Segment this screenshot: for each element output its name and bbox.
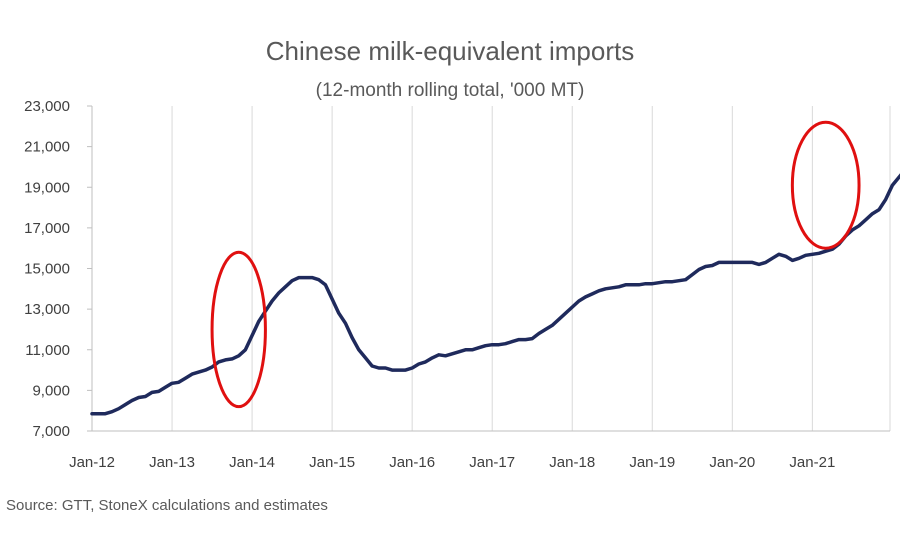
x-axis-ticks: Jan-12 Jan-13 Jan-14 Jan-15 Jan-16 Jan-17 Jan-… bbox=[69, 454, 835, 471]
y-tick-label: 7,000 bbox=[32, 423, 70, 440]
y-tick-label: 23,000 bbox=[24, 98, 70, 115]
x-tick-label: Jan-21 bbox=[789, 454, 835, 471]
annotations bbox=[210, 120, 861, 409]
series-line bbox=[90, 173, 900, 416]
axes bbox=[91, 106, 890, 432]
x-tick-label: Jan-12 bbox=[69, 454, 115, 471]
source-note: Source: GTT, StoneX calculations and est… bbox=[6, 497, 328, 514]
chart-subtitle: (12-month rolling total, '000 MT) bbox=[316, 80, 585, 101]
y-tick-label: 21,000 bbox=[24, 139, 70, 156]
y-tick-label: 19,000 bbox=[24, 179, 70, 196]
x-tick-label: Jan-17 bbox=[469, 454, 515, 471]
y-tick-label: 9,000 bbox=[32, 382, 70, 399]
y-tick-label: 17,000 bbox=[24, 220, 70, 237]
x-tick-label: Jan-14 bbox=[229, 454, 275, 471]
x-tick-label: Jan-19 bbox=[629, 454, 675, 471]
y-tick-label: 15,000 bbox=[24, 261, 70, 278]
gridlines bbox=[171, 106, 891, 431]
y-tick-label: 11,000 bbox=[25, 342, 70, 359]
highlight-ellipse bbox=[210, 250, 267, 409]
x-tick-label: Jan-20 bbox=[709, 454, 755, 471]
series-group bbox=[90, 173, 900, 416]
x-tick-label: Jan-18 bbox=[549, 454, 595, 471]
highlight-ellipse bbox=[790, 120, 861, 250]
y-tick-label: 13,000 bbox=[24, 301, 70, 318]
x-tick-label: Jan-16 bbox=[389, 454, 435, 471]
x-tick-label: Jan-15 bbox=[309, 454, 355, 471]
y-axis-ticks: 7,000 9,000 11,000 13,000 15,000 17,000 19,000… bbox=[24, 98, 92, 440]
chart-title: Chinese milk-equivalent imports bbox=[266, 36, 634, 66]
x-tick-label: Jan-13 bbox=[149, 454, 195, 471]
